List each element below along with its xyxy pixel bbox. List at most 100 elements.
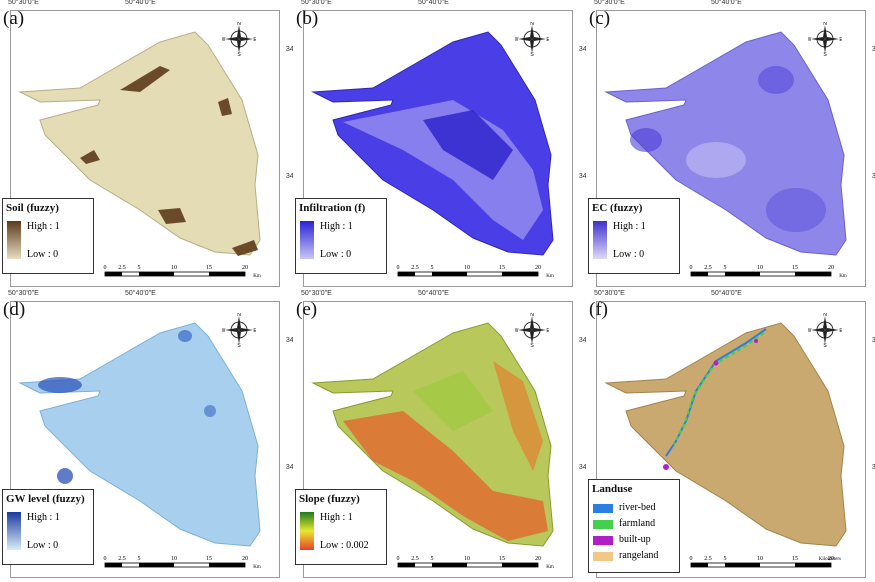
compass-rose: N S W E [515,22,549,56]
compass-s: S [823,52,827,56]
scale-tick-label: 20 [242,265,248,271]
compass-n: N [237,22,241,27]
compass-s: S [530,52,534,56]
scale-tick-label: 20 [828,556,834,562]
scale-tick-label: 2.5 [704,556,712,562]
panel-letter: (a) [3,8,25,29]
farmland-strip [673,332,765,446]
graticule-lon-label: 50°30'0"E [594,0,625,6]
scale-tick-label: 15 [206,265,212,271]
scale-tick-label: 2.5 [411,556,419,562]
map-panel-f: 50°30'0"E 50°40'0"E 34°30'0"N 34°20'0"N … [586,290,875,578]
built-up-spot [663,464,669,470]
scale-tick-label: 10 [757,556,763,562]
scale-tick-label: 5 [138,556,141,562]
compass-e: E [546,37,549,43]
scale-tick-label: 2.5 [704,265,712,271]
graticule-lat-label: 34°30'0"N [871,46,875,53]
scale-tick-label: 15 [792,556,798,562]
legend-title: EC (fuzzy) [592,202,643,214]
graticule-lon-label: 50°40'0"E [418,290,449,297]
scale-tick-label: 5 [724,556,727,562]
scale-unit-label: Km [253,274,261,279]
scale-tick-label: 20 [535,556,541,562]
compass-e: E [253,328,256,334]
scale-unit-label: Km [546,565,554,570]
landuse-legend: Landuse river-bed farmland built-up rang… [588,479,680,573]
map-frame [596,301,866,578]
slope-zone [413,371,493,431]
scale-tick-label: 2.5 [118,265,126,271]
study-area-shape [311,322,554,547]
scale-tick-label: 20 [242,556,248,562]
scale-unit-label: Km [253,565,261,570]
map-panel-d: 50°30'0"E 50°40'0"E 34°30'0"N 34°20'0"N … [0,290,317,578]
compass-w: W [808,328,812,334]
graticule-lon-label: 50°30'0"E [301,290,332,297]
map-panel-a: 50°30'0"E 50°40'0"E 34°30'0"N 34°20'0"N … [0,0,317,287]
gw-depression [178,330,192,342]
compass-n: N [530,22,534,27]
scale-bar: 0 2.5 5 10 15 20 Kilometers [681,551,851,571]
scale-tick-label: 0 [397,265,400,271]
study-area-shape [18,322,261,547]
scale-tick-label: 5 [724,265,727,271]
map-frame [10,10,280,287]
scale-tick-label: 5 [431,556,434,562]
graticule-lon-label: 50°30'0"E [8,290,39,297]
panel-letter: (f) [589,299,608,320]
map-legend: EC (fuzzy) High : 1 Low : 0 [588,198,680,274]
gw-depression [57,468,73,484]
compass-e: E [839,328,842,334]
graticule-lon-label: 50°40'0"E [125,0,156,6]
scale-tick-label: 0 [104,556,107,562]
scale-tick-label: 20 [828,265,834,271]
legend-high-label: High : 1 [320,512,353,523]
legend-title: Infiltration (f) [299,202,366,214]
compass-e: E [546,328,549,334]
scale-tick-label: 0 [397,556,400,562]
legend-color-ramp [7,221,21,259]
scale-tick-label: 20 [535,265,541,271]
graticule-lon-label: 50°40'0"E [418,0,449,6]
compass-rose: N S W E [222,313,256,347]
panel-letter: (d) [3,299,26,320]
legend-color-ramp [300,221,314,259]
compass-w: W [515,328,519,334]
map-frame [596,10,866,287]
compass-n: N [823,313,827,318]
legend-color-ramp [7,512,21,550]
legend-high-label: High : 1 [27,221,60,232]
legend-title: Slope (fuzzy) [299,493,360,505]
legend-low-label: Low : 0 [613,249,645,260]
scale-unit-label: Km [546,274,554,279]
compass-rose: N S W E [515,313,549,347]
panel-letter: (e) [296,299,318,320]
map-frame [10,301,280,578]
gw-depression [38,377,82,393]
compass-n: N [237,313,241,318]
compass-rose: N S W E [808,22,842,56]
graticule-lon-label: 50°40'0"E [125,290,156,297]
compass-e: E [253,37,256,43]
legend-label: river-bed [619,502,656,513]
ec-lowspot [686,142,746,178]
scale-tick-label: 5 [431,265,434,271]
legend-title: GW level (fuzzy) [6,493,85,505]
compass-e: E [839,37,842,43]
study-area-map [18,322,261,547]
compass-rose: N S W E [808,313,842,347]
soil-patch [80,150,100,164]
soil-patch [158,208,186,224]
legend-high-label: High : 1 [320,221,353,232]
compass-s: S [237,52,241,56]
ec-hotspot [630,128,662,152]
panel-letter: (b) [296,8,319,29]
scale-bar: 0 2.5 5 10 15 20 Km [388,551,558,571]
scale-tick-label: 0 [690,556,693,562]
scale-tick-label: 0 [104,265,107,271]
built-up-spot [754,339,758,343]
map-panel-b: 50°30'0"E 50°40'0"E 34°30'0"N 34°20'0"N … [293,0,610,287]
graticule-lon-label: 50°40'0"E [711,0,742,6]
compass-s: S [823,343,827,347]
